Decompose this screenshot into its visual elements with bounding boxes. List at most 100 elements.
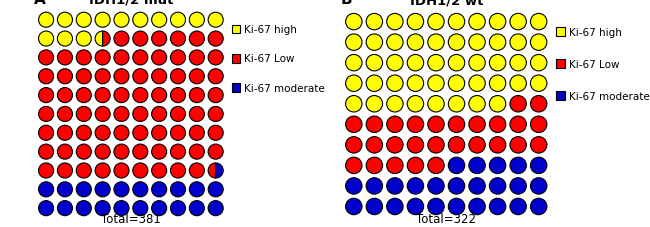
Circle shape: [95, 144, 110, 159]
Circle shape: [530, 158, 547, 174]
Circle shape: [510, 137, 526, 153]
Circle shape: [448, 117, 465, 133]
Circle shape: [114, 144, 129, 159]
Circle shape: [346, 117, 362, 133]
Circle shape: [133, 51, 148, 66]
Circle shape: [189, 69, 204, 84]
Circle shape: [57, 201, 73, 216]
Circle shape: [387, 76, 403, 92]
Circle shape: [208, 107, 223, 122]
Circle shape: [114, 107, 129, 122]
Circle shape: [189, 13, 204, 28]
Circle shape: [170, 144, 185, 159]
Circle shape: [189, 107, 204, 122]
Circle shape: [469, 178, 486, 194]
Circle shape: [428, 35, 444, 51]
Circle shape: [57, 144, 73, 159]
Circle shape: [114, 163, 129, 178]
Circle shape: [57, 107, 73, 122]
Circle shape: [510, 198, 526, 215]
Circle shape: [469, 55, 486, 72]
Circle shape: [57, 32, 73, 47]
Circle shape: [346, 178, 362, 194]
Circle shape: [170, 107, 185, 122]
Circle shape: [170, 51, 185, 66]
Circle shape: [448, 178, 465, 194]
Circle shape: [387, 117, 403, 133]
Circle shape: [407, 35, 424, 51]
Circle shape: [208, 51, 223, 66]
Circle shape: [407, 198, 424, 215]
Circle shape: [428, 76, 444, 92]
Circle shape: [346, 55, 362, 72]
Circle shape: [151, 201, 166, 216]
Circle shape: [151, 51, 166, 66]
Circle shape: [95, 69, 110, 84]
Circle shape: [510, 117, 526, 133]
Circle shape: [38, 13, 54, 28]
Circle shape: [387, 35, 403, 51]
Circle shape: [170, 182, 185, 197]
Bar: [556, 91, 566, 101]
Circle shape: [189, 201, 204, 216]
Circle shape: [366, 137, 383, 153]
Circle shape: [76, 88, 91, 103]
Circle shape: [448, 35, 465, 51]
Circle shape: [469, 76, 486, 92]
Circle shape: [133, 182, 148, 197]
Circle shape: [510, 178, 526, 194]
Circle shape: [38, 126, 54, 141]
Circle shape: [530, 117, 547, 133]
Circle shape: [428, 158, 444, 174]
Circle shape: [387, 178, 403, 194]
Circle shape: [428, 96, 444, 112]
Circle shape: [151, 88, 166, 103]
Circle shape: [510, 76, 526, 92]
Circle shape: [189, 32, 204, 47]
Circle shape: [114, 88, 129, 103]
Circle shape: [366, 198, 383, 215]
Circle shape: [469, 35, 486, 51]
Circle shape: [151, 107, 166, 122]
Circle shape: [407, 96, 424, 112]
Circle shape: [170, 13, 185, 28]
Circle shape: [489, 198, 506, 215]
Circle shape: [407, 76, 424, 92]
Text: A: A: [34, 0, 46, 7]
Circle shape: [95, 201, 110, 216]
Circle shape: [151, 32, 166, 47]
Circle shape: [208, 32, 223, 47]
Circle shape: [76, 32, 91, 47]
Wedge shape: [95, 32, 103, 47]
Circle shape: [114, 32, 129, 47]
Circle shape: [448, 14, 465, 31]
Wedge shape: [208, 163, 216, 178]
Circle shape: [469, 198, 486, 215]
Circle shape: [510, 35, 526, 51]
Circle shape: [489, 117, 506, 133]
Circle shape: [38, 182, 54, 197]
Circle shape: [208, 182, 223, 197]
Circle shape: [366, 35, 383, 51]
Text: Ki-67 moderate: Ki-67 moderate: [569, 91, 650, 101]
Circle shape: [510, 158, 526, 174]
Circle shape: [151, 163, 166, 178]
Circle shape: [428, 198, 444, 215]
Circle shape: [133, 144, 148, 159]
Text: Ki-67 Low: Ki-67 Low: [244, 54, 294, 64]
Circle shape: [489, 55, 506, 72]
Circle shape: [114, 51, 129, 66]
Circle shape: [189, 88, 204, 103]
Circle shape: [428, 117, 444, 133]
Circle shape: [530, 137, 547, 153]
Circle shape: [95, 107, 110, 122]
Circle shape: [510, 55, 526, 72]
Text: Total=322: Total=322: [416, 212, 476, 225]
Circle shape: [57, 163, 73, 178]
Bar: [556, 28, 566, 37]
Circle shape: [170, 126, 185, 141]
Circle shape: [469, 96, 486, 112]
Circle shape: [95, 13, 110, 28]
Circle shape: [428, 178, 444, 194]
Circle shape: [469, 158, 486, 174]
